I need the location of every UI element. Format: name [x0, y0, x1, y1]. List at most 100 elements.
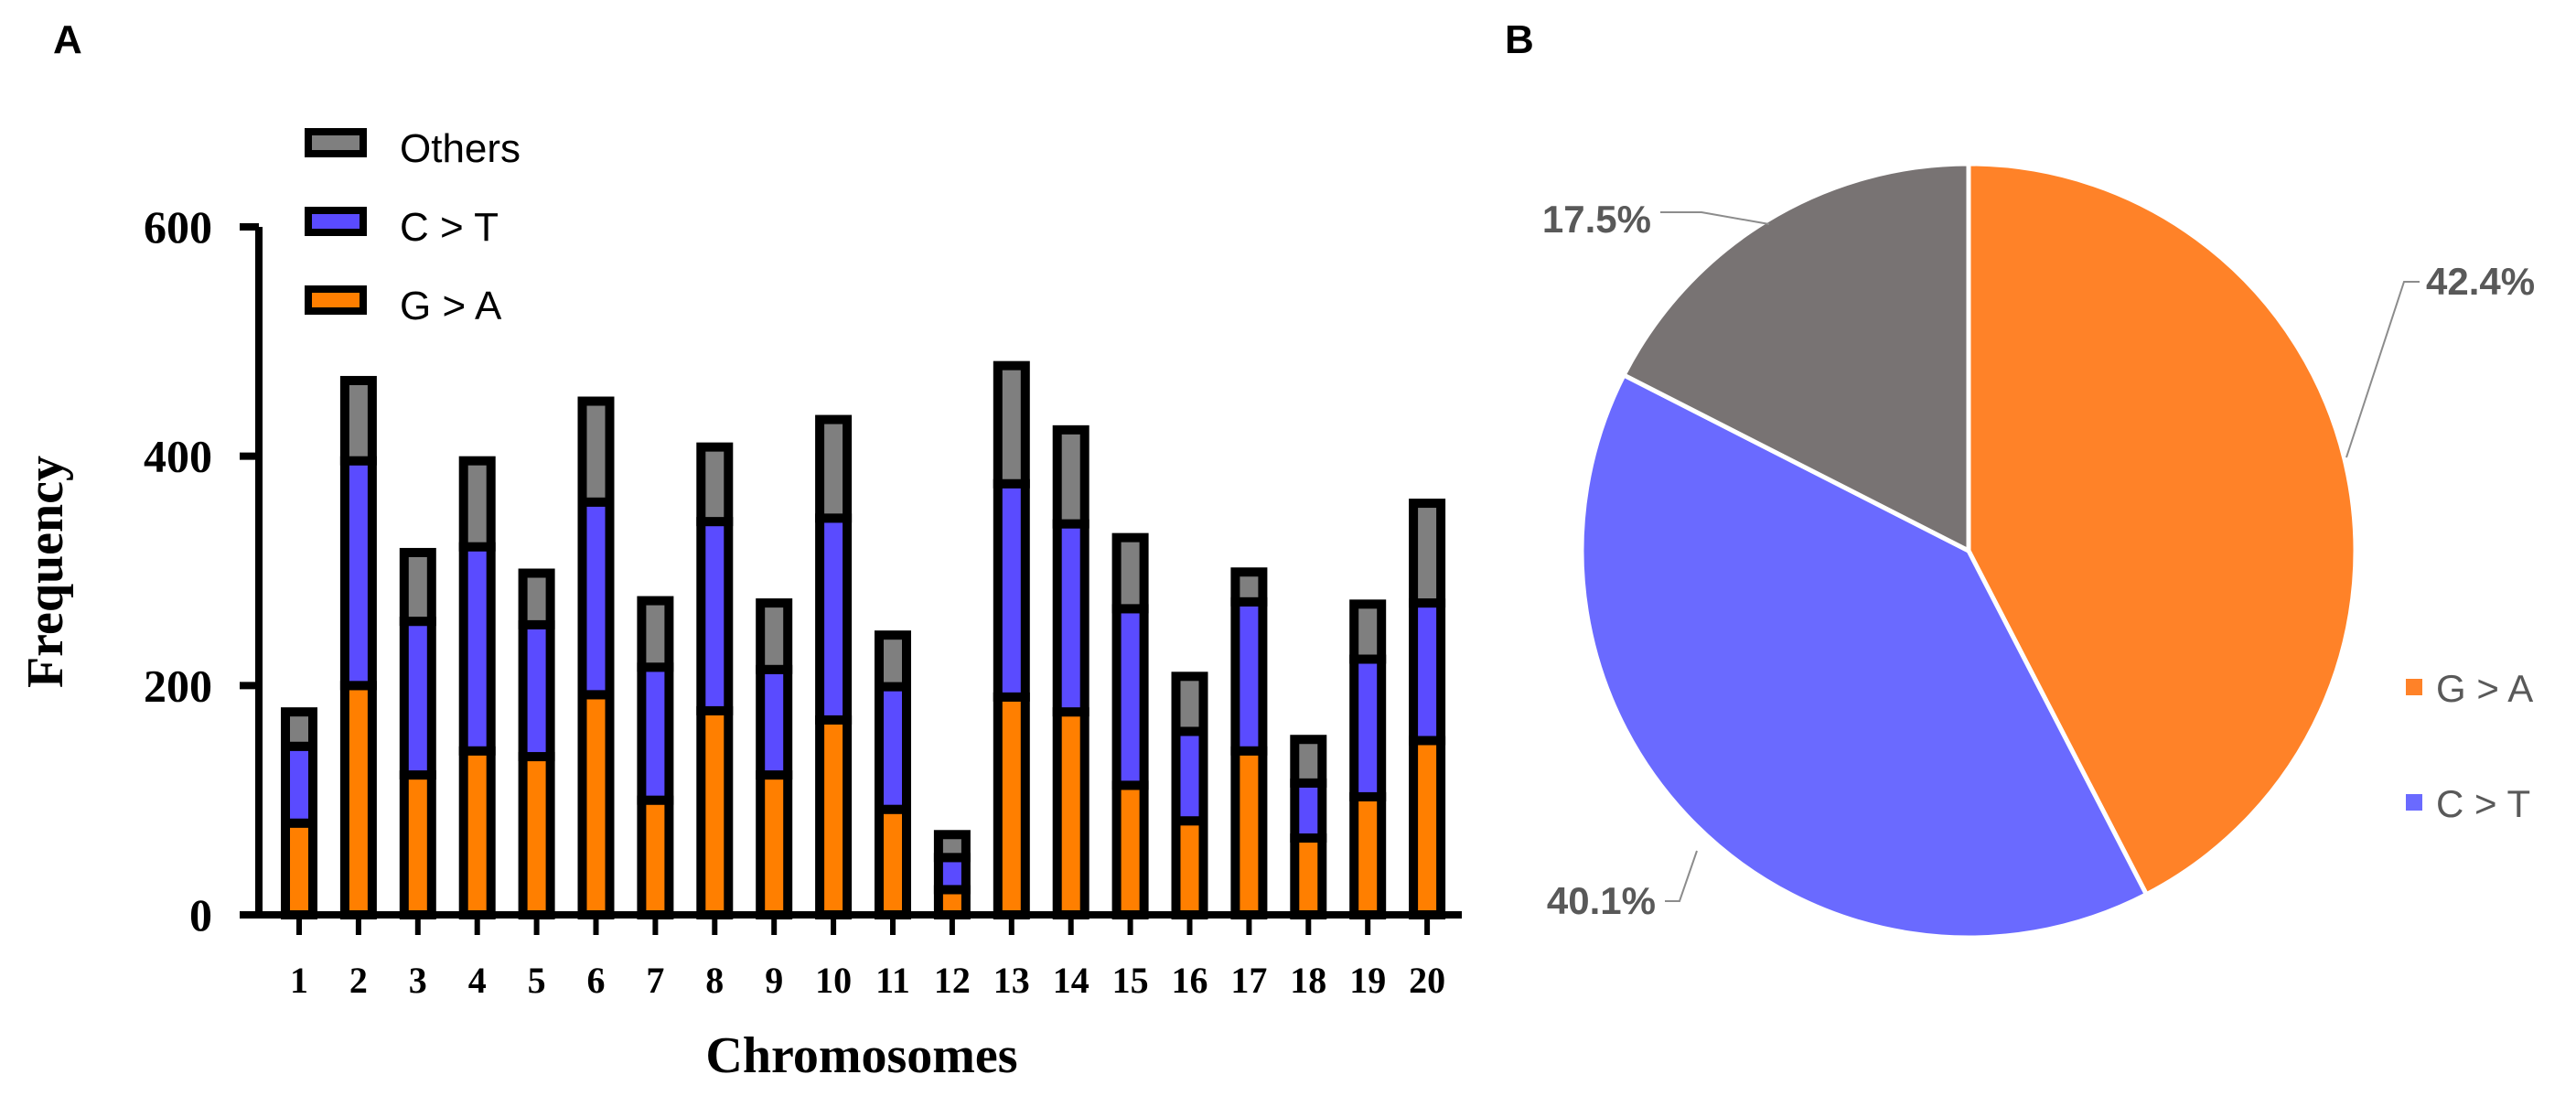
legend-label-ga: G > A	[400, 284, 502, 328]
x-tick-label: 9	[765, 960, 783, 1001]
pie-legend-swatch-ct	[2406, 794, 2422, 811]
bar-stack-8	[696, 442, 734, 920]
x-tick-label: 11	[875, 960, 910, 1001]
pie-labels: 42.4% 40.1% 17.5%	[1542, 198, 2535, 922]
pie-leader-line-others	[1660, 211, 1770, 225]
bar-segment-7-others	[637, 596, 674, 672]
bar-stack-18	[1290, 735, 1327, 920]
bar-segment-8-ga	[696, 705, 734, 920]
x-ticks: 1 2 3 4 5 6 7 8 9 10 11 12 13 14 15 16 17 18 19 20	[290, 915, 1445, 1001]
bar-segment-19-ct	[1349, 654, 1387, 801]
bar-segment-19-others	[1349, 599, 1387, 664]
bar-stack-14	[1052, 424, 1089, 919]
bar-stack-20	[1409, 499, 1446, 920]
x-axis-title: Chromosomes	[705, 1027, 1017, 1084]
y-ticks: 0 200 400 600	[144, 201, 259, 940]
bar-segment-7-ct	[637, 662, 674, 805]
bar-segment-3-ct	[399, 617, 436, 780]
bar-segment-14-others	[1052, 424, 1089, 529]
bar-segment-15-ct	[1111, 604, 1149, 790]
x-tick-label: 18	[1290, 960, 1326, 1001]
y-axis-title: Frequency	[17, 456, 74, 688]
x-tick-label: 2	[349, 960, 368, 1001]
bar-stack-15	[1111, 532, 1149, 920]
bar-segment-17-ga	[1230, 746, 1268, 919]
bar-segment-3-ga	[399, 770, 436, 919]
bar-stack-12	[933, 830, 971, 920]
bar-segment-8-ct	[696, 517, 734, 715]
bar-segment-20-ga	[1409, 736, 1446, 920]
pie-legend: G > A C > T	[2406, 667, 2533, 825]
bar-stack-16	[1171, 672, 1208, 920]
bar-segment-9-ga	[756, 770, 793, 919]
x-tick-label: 7	[646, 960, 664, 1001]
x-tick-label: 3	[409, 960, 427, 1001]
y-tick-label: 0	[189, 889, 212, 940]
pie-legend-label-ga: G > A	[2436, 667, 2533, 710]
bar-stack-2	[339, 375, 377, 919]
bar-segment-11-others	[875, 630, 911, 692]
bar-segment-2-ga	[339, 681, 377, 919]
bar-segment-4-ct	[458, 542, 496, 756]
bar-segment-16-ct	[1171, 726, 1208, 826]
bar-stack-19	[1349, 599, 1387, 920]
bar-segment-20-others	[1409, 499, 1446, 608]
bar-segment-18-ct	[1290, 778, 1327, 843]
bar-segment-16-others	[1171, 672, 1208, 736]
bar-segment-4-others	[458, 456, 496, 552]
bar-segment-4-ga	[458, 746, 496, 919]
pie-slice-others	[1620, 161, 1971, 555]
legend-label-others: Others	[400, 126, 521, 171]
x-tick-label: 1	[290, 960, 308, 1001]
bar-segment-14-ga	[1052, 707, 1089, 919]
x-tick-label: 15	[1112, 960, 1149, 1001]
pie-chart: 42.4% 40.1% 17.5% G > A C > T	[1542, 161, 2535, 940]
bar-segment-20-ct	[1409, 598, 1446, 746]
bar-segment-3-others	[399, 547, 436, 627]
pie-label-others: 17.5%	[1542, 198, 1651, 241]
bar-stack-5	[518, 568, 555, 919]
x-tick-label: 13	[993, 960, 1030, 1001]
bar-segment-13-others	[993, 360, 1030, 489]
bar-segment-13-ct	[993, 478, 1030, 702]
bar-segment-8-others	[696, 442, 734, 527]
pie-label-ga: 42.4%	[2426, 260, 2535, 303]
bar-segment-12-others	[933, 830, 971, 863]
bar-stack-1	[281, 707, 317, 920]
bar-segment-5-ct	[518, 619, 555, 762]
x-tick-label: 5	[528, 960, 546, 1001]
bar-segment-10-others	[815, 414, 853, 523]
x-tick-label: 14	[1053, 960, 1089, 1001]
x-tick-label: 16	[1172, 960, 1208, 1001]
bar-segment-1-others	[281, 707, 317, 751]
bar-stack-11	[875, 630, 911, 920]
bar-segment-18-others	[1290, 735, 1327, 788]
bar-segment-13-ga	[993, 692, 1030, 919]
bar-segment-9-others	[756, 598, 793, 674]
bar-segment-2-ct	[339, 456, 377, 691]
bar-segment-19-ga	[1349, 791, 1387, 920]
pie-legend-swatch-ga	[2406, 679, 2422, 695]
bar-segment-11-ga	[875, 804, 911, 920]
legend-label-ct: C > T	[400, 205, 499, 250]
bar-stack-6	[577, 396, 615, 919]
x-tick-label: 19	[1349, 960, 1386, 1001]
bar-segment-10-ct	[815, 513, 853, 725]
bar-segment-6-others	[577, 396, 615, 507]
x-tick-label: 12	[934, 960, 971, 1001]
legend-swatch-ct	[305, 207, 367, 236]
bar-segment-15-ga	[1111, 780, 1149, 920]
legend-swatch-ga	[305, 285, 367, 315]
x-tick-label: 17	[1230, 960, 1267, 1001]
bar-segment-15-others	[1111, 532, 1149, 614]
x-tick-label: 6	[587, 960, 606, 1001]
bar-stack-10	[815, 414, 853, 920]
bar-segment-7-ga	[637, 795, 674, 920]
pie-slice-ct	[1579, 371, 2150, 940]
bar-segment-2-others	[339, 375, 377, 466]
pie-label-ct: 40.1%	[1547, 879, 1656, 922]
pie-slice-ga	[1966, 161, 2358, 898]
bar-segment-5-ga	[518, 752, 555, 919]
x-tick-label: 4	[468, 960, 487, 1001]
